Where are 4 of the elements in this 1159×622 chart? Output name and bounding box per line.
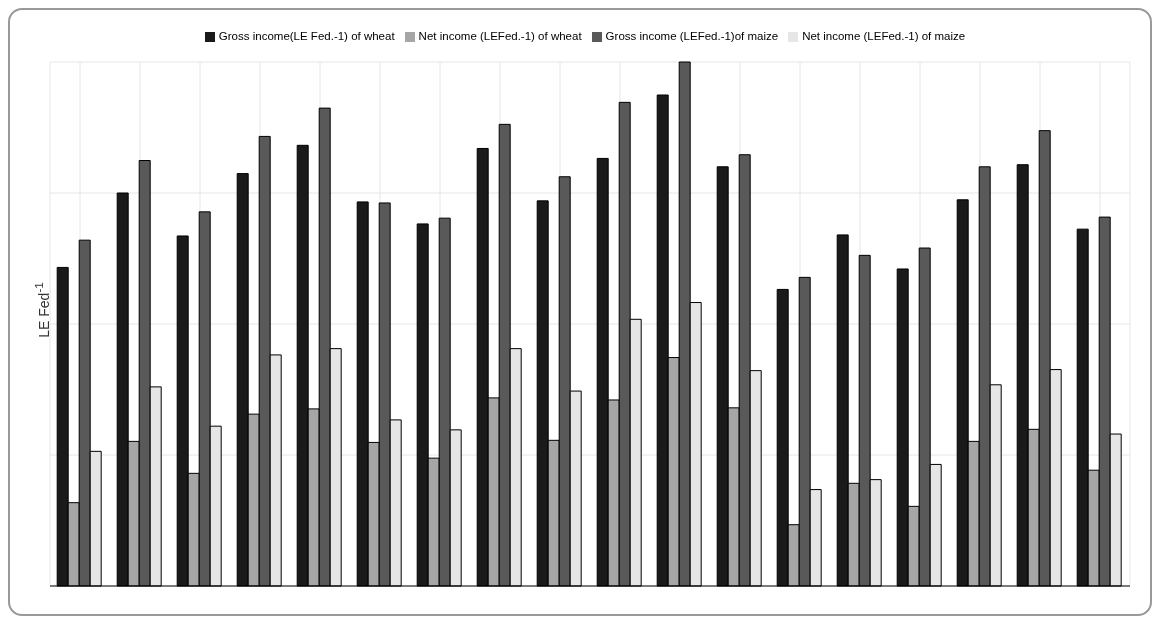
legend-label: Net income (LEFed.-1) of wheat bbox=[418, 30, 582, 42]
legend-label: Gross income (LEFed.-1)of maize bbox=[605, 30, 779, 42]
legend-label: Gross income(LE Fed.-1) of wheat bbox=[218, 30, 395, 42]
legend-label: Net income (LEFed.-1) of maize bbox=[802, 30, 966, 42]
